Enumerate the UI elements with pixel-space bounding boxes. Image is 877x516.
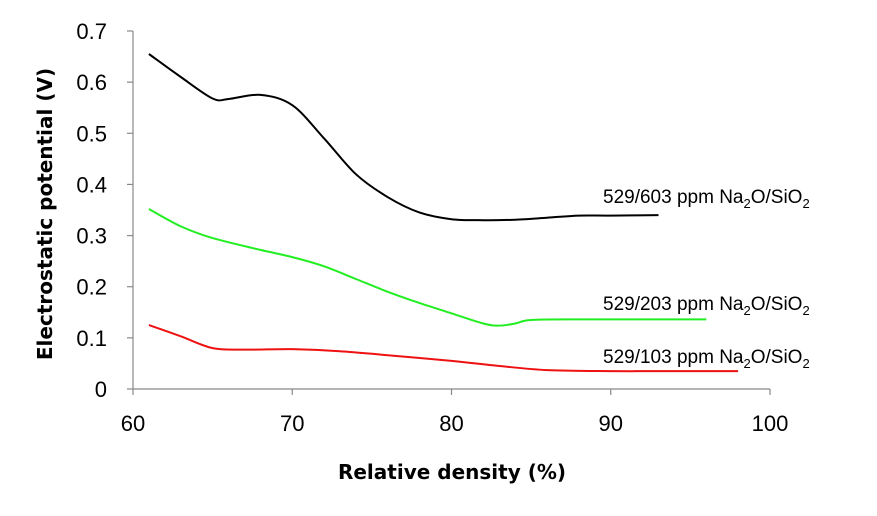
series-line-2 (148, 208, 707, 327)
y-tick-label: 0.5 (76, 121, 107, 146)
label-text: O/SiO (751, 347, 803, 368)
x-axis-title: Relative density (%) (338, 460, 566, 484)
label-text: 529/603 ppm Na (603, 187, 744, 208)
series-label-1: 529/603 ppm Na2O/SiO2 (603, 187, 810, 211)
y-tick-label: 0.6 (76, 70, 107, 95)
y-tick-label: 0.7 (76, 19, 107, 44)
subscript: 2 (744, 356, 751, 371)
x-tick-labels: 60 70 80 90 100 (121, 411, 789, 436)
subscript: 2 (802, 356, 809, 371)
y-tick-label: 0.1 (76, 326, 107, 351)
series-lines (148, 53, 739, 373)
series-line-1 (148, 53, 659, 222)
x-tick-label: 70 (280, 411, 304, 436)
axes (127, 30, 771, 395)
subscript: 2 (802, 196, 809, 211)
subscript: 2 (744, 196, 751, 211)
label-text: O/SiO (751, 294, 803, 315)
label-text: 529/203 ppm Na (603, 294, 744, 315)
y-axis-title: Electrostatic potential (V) (33, 68, 57, 360)
subscript: 2 (744, 303, 751, 318)
subscript: 2 (802, 303, 809, 318)
x-tick-label: 80 (439, 411, 463, 436)
series-label-3: 529/103 ppm Na2O/SiO2 (603, 347, 810, 371)
y-tick-labels: 0 0.1 0.2 0.3 0.4 0.5 0.6 0.7 (76, 19, 107, 402)
x-tick-label: 60 (121, 411, 145, 436)
x-tick-label: 100 (752, 411, 789, 436)
y-tick-label: 0.4 (76, 172, 107, 197)
label-text: O/SiO (751, 187, 803, 208)
y-tick-label: 0.3 (76, 224, 107, 249)
series-label-2: 529/203 ppm Na2O/SiO2 (603, 294, 810, 318)
series-line-3 (148, 324, 739, 373)
y-tick-label: 0 (95, 377, 107, 402)
x-tick-label: 90 (599, 411, 623, 436)
y-tick-label: 0.2 (76, 275, 107, 300)
label-text: 529/103 ppm Na (603, 347, 744, 368)
